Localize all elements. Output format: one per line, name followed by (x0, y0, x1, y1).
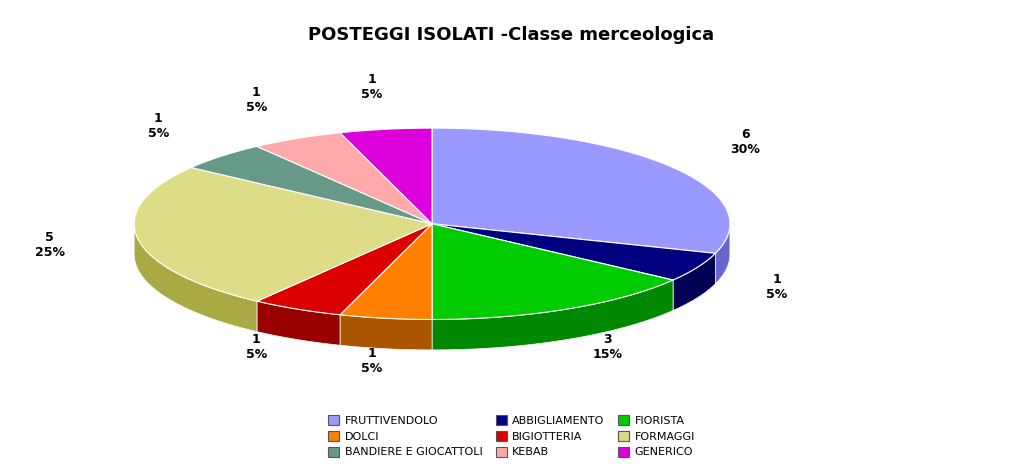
Text: 5
25%: 5 25% (35, 231, 64, 259)
Polygon shape (191, 146, 432, 224)
Polygon shape (340, 315, 432, 350)
Polygon shape (432, 128, 730, 253)
Polygon shape (134, 224, 257, 332)
Polygon shape (257, 301, 340, 345)
Polygon shape (432, 280, 673, 350)
Text: 1
5%: 1 5% (361, 73, 383, 101)
Text: 6
30%: 6 30% (730, 128, 760, 156)
Text: 1
5%: 1 5% (246, 86, 267, 114)
Polygon shape (257, 133, 432, 224)
Text: 1
5%: 1 5% (147, 112, 169, 140)
Polygon shape (191, 167, 432, 254)
Polygon shape (257, 224, 432, 315)
Polygon shape (432, 224, 673, 319)
Text: 3
15%: 3 15% (593, 333, 623, 361)
Polygon shape (340, 128, 432, 224)
Polygon shape (715, 225, 730, 284)
Polygon shape (134, 167, 432, 301)
Text: 1
5%: 1 5% (361, 347, 383, 375)
Text: 1
5%: 1 5% (246, 333, 267, 361)
Polygon shape (340, 224, 432, 319)
Text: 1
5%: 1 5% (766, 273, 788, 301)
Polygon shape (432, 224, 715, 280)
Legend: FRUTTIVENDOLO, DOLCI, BANDIERE E GIOCATTOLI, ABBIGLIAMENTO, BIGIOTTERIA, KEBAB, : FRUTTIVENDOLO, DOLCI, BANDIERE E GIOCATT… (323, 410, 700, 462)
Text: POSTEGGI ISOLATI -Classe merceologica: POSTEGGI ISOLATI -Classe merceologica (309, 26, 714, 44)
Polygon shape (673, 253, 715, 310)
